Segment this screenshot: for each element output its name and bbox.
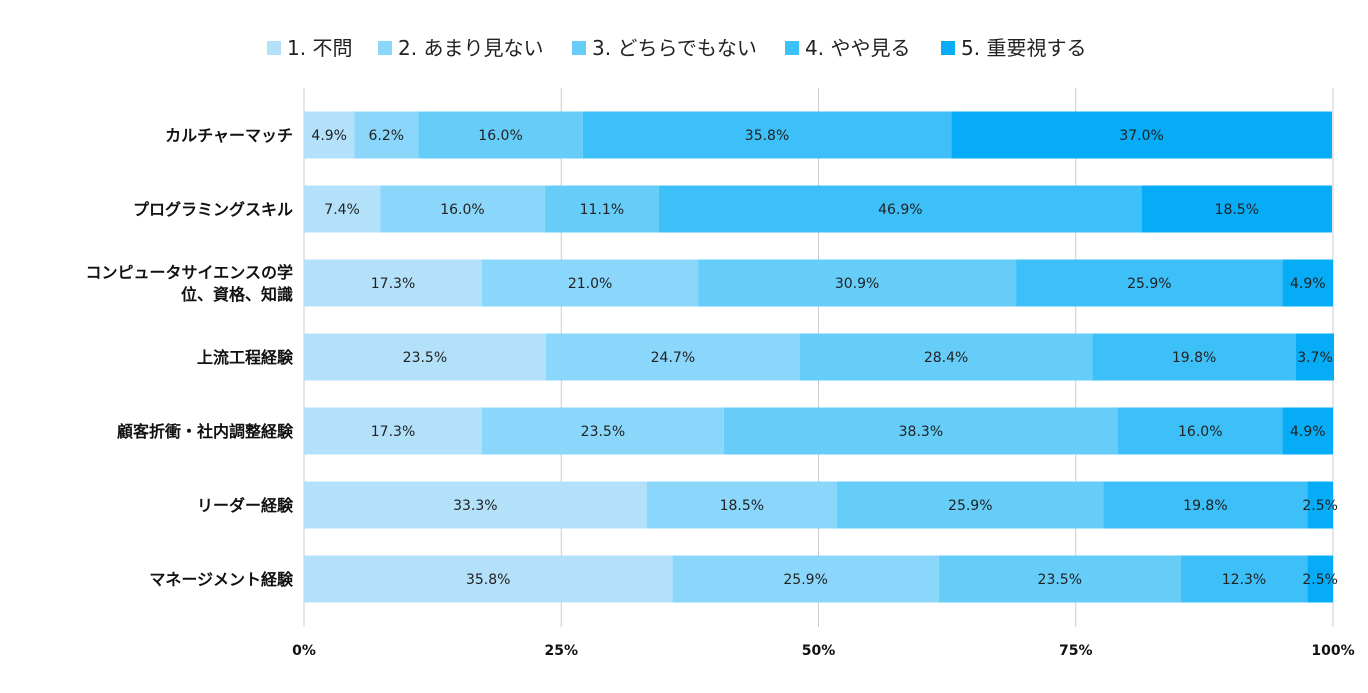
- legend-swatch: [572, 41, 586, 55]
- data-label: 4.9%: [1290, 424, 1326, 440]
- bar-segment: [1295, 333, 1335, 381]
- category-labels: カルチャーマッチプログラミングスキルコンピュータサイエンスの学位、資格、知識上流…: [85, 126, 294, 589]
- bar-segment: [1282, 259, 1333, 307]
- data-label: 2.5%: [1302, 498, 1338, 514]
- data-label: 30.9%: [835, 276, 879, 292]
- data-label: 35.8%: [466, 572, 510, 588]
- x-tick-label: 25%: [544, 643, 578, 659]
- bar-segment: [1141, 185, 1332, 233]
- data-label: 35.8%: [745, 128, 789, 144]
- bar-segment: [304, 407, 483, 455]
- data-label: 4.9%: [311, 128, 347, 144]
- data-label: 12.3%: [1222, 572, 1266, 588]
- bar-segment: [304, 185, 381, 233]
- data-label: 37.0%: [1119, 128, 1163, 144]
- data-label: 16.0%: [478, 128, 522, 144]
- data-label: 28.4%: [924, 350, 968, 366]
- legend-swatch: [267, 41, 281, 55]
- data-label: 6.2%: [369, 128, 405, 144]
- category-label: マネージメント経験: [149, 570, 294, 589]
- legend-swatch: [378, 41, 392, 55]
- bars: [304, 111, 1335, 603]
- legend-swatch: [785, 41, 799, 55]
- bar-segment: [544, 185, 660, 233]
- x-tick-label: 75%: [1059, 643, 1093, 659]
- data-label: 23.5%: [581, 424, 625, 440]
- category-label: コンピュータサイエンスの学位、資格、知識: [85, 263, 293, 304]
- data-label: 25.9%: [1127, 276, 1171, 292]
- data-label: 3.7%: [1297, 350, 1333, 366]
- data-label: 23.5%: [403, 350, 447, 366]
- bar-segment: [938, 555, 1181, 603]
- data-label: 2.5%: [1302, 572, 1338, 588]
- legend-swatch: [941, 41, 955, 55]
- bar-segment: [545, 333, 800, 381]
- data-label: 25.9%: [948, 498, 992, 514]
- data-label: 18.5%: [720, 498, 764, 514]
- data-label: 16.0%: [1178, 424, 1222, 440]
- category-label: プログラミングスキル: [133, 200, 293, 219]
- category-label: カルチャーマッチ: [165, 126, 293, 145]
- bar-segment: [672, 555, 939, 603]
- bar-segment: [380, 185, 545, 233]
- x-tick-label: 50%: [802, 643, 836, 659]
- data-label: 7.4%: [324, 202, 360, 218]
- data-label: 33.3%: [453, 498, 497, 514]
- legend: 1. 不問 2. あまり見ない 3. どちらでもない 4. やや見る 5. 重要視する: [267, 36, 1086, 60]
- data-label: 11.1%: [580, 202, 624, 218]
- legend-label: 5. 重要視する: [961, 36, 1086, 60]
- bar-segment: [304, 111, 355, 159]
- data-label: 16.0%: [440, 202, 484, 218]
- bar-segment: [354, 111, 419, 159]
- x-axis-ticks: 0% 25% 50% 75% 100%: [292, 643, 1355, 659]
- data-label: 24.7%: [651, 350, 695, 366]
- data-label: 19.8%: [1172, 350, 1216, 366]
- category-label: リーダー経験: [197, 496, 294, 515]
- category-label: 上流工程経験: [197, 348, 294, 367]
- bar-segment: [1282, 407, 1333, 455]
- bar-segment: [304, 333, 546, 381]
- bar-segment: [1092, 333, 1296, 381]
- data-labels: 4.9% 6.2% 16.0% 35.8% 37.0% 7.4% 16.0% 11.1% 46.…: [311, 128, 1338, 588]
- legend-label: 1. 不問: [287, 36, 352, 60]
- data-label: 21.0%: [568, 276, 612, 292]
- bar-segment: [418, 111, 583, 159]
- bar-segment: [1307, 481, 1333, 529]
- data-label: 23.5%: [1038, 572, 1082, 588]
- bar-segment: [1016, 259, 1283, 307]
- data-label: 18.5%: [1215, 202, 1259, 218]
- bar-segment: [304, 259, 483, 307]
- bar-segment: [837, 481, 1104, 529]
- x-tick-label: 100%: [1311, 643, 1354, 659]
- bar-segment: [646, 481, 838, 529]
- bar-segment: [482, 407, 724, 455]
- bar-segment: [304, 555, 673, 603]
- data-label: 17.3%: [371, 424, 415, 440]
- data-label: 4.9%: [1290, 276, 1326, 292]
- bar-segment: [304, 481, 647, 529]
- bar-segment: [723, 407, 1118, 455]
- data-label: 38.3%: [899, 424, 943, 440]
- bar-segment: [1180, 555, 1308, 603]
- data-label: 46.9%: [878, 202, 922, 218]
- legend-label: 2. あまり見ない: [398, 36, 543, 60]
- bar-segment: [951, 111, 1332, 159]
- legend-label: 4. やや見る: [805, 36, 910, 60]
- data-label: 19.8%: [1183, 498, 1227, 514]
- bar-segment: [698, 259, 1017, 307]
- bar-segment: [1117, 407, 1283, 455]
- bar-segment: [659, 185, 1142, 233]
- bar-segment: [1103, 481, 1308, 529]
- bar-segment: [1307, 555, 1333, 603]
- x-tick-label: 0%: [292, 643, 316, 659]
- bar-segment: [799, 333, 1093, 381]
- category-label: 顧客折衝・社内調整経験: [117, 422, 294, 441]
- data-label: 17.3%: [371, 276, 415, 292]
- legend-label: 3. どちらでもない: [592, 36, 757, 60]
- bar-segment: [482, 259, 699, 307]
- bar-segment: [582, 111, 952, 159]
- data-label: 25.9%: [783, 572, 827, 588]
